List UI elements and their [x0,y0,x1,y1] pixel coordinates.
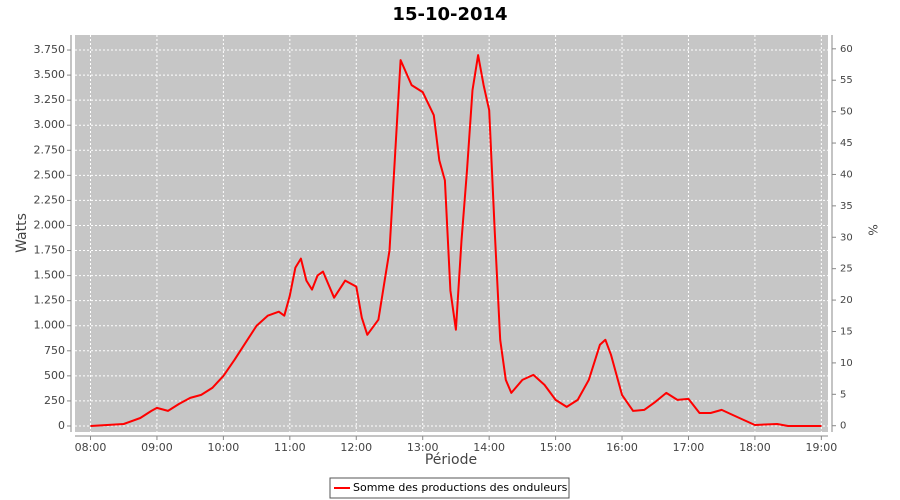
legend: Somme des productions des onduleurs [329,477,570,499]
x-tick-label: 19:00 [806,441,838,454]
y2-tick-label: 50 [840,107,853,118]
x-tick-label: 17:00 [673,441,705,454]
y-tick-label: 1.000 [34,319,66,332]
y2-axis-label: % [866,224,880,235]
y2-tick-label: 20 [840,295,853,306]
y2-tick-label: 10 [840,358,853,369]
legend-label: Somme des productions des onduleurs [353,481,568,494]
y-tick-label: 500 [44,369,65,382]
y2-tick-label: 15 [840,326,853,337]
y2-tick-label: 55 [840,75,853,86]
y2-tick-label: 30 [840,232,853,243]
y-tick-label: 2.000 [34,218,66,231]
y-tick-label: 1.250 [34,294,66,307]
x-tick-label: 12:00 [340,441,372,454]
y-axis-label: Watts [14,213,30,253]
x-tick-label: 16:00 [606,441,638,454]
y-tick-label: 0 [58,419,65,432]
y-tick-label: 3.750 [34,43,66,56]
y-tick-label: 3.250 [34,93,66,106]
legend-box [329,477,570,499]
y-tick-label: 2.500 [34,168,66,181]
y-tick-label: 2.250 [34,193,66,206]
plot-area [75,35,828,432]
y-tick-label: 1.750 [34,244,66,257]
x-tick-label: 10:00 [208,441,240,454]
y-tick-label: 3.500 [34,68,66,81]
y2-tick-label: 25 [840,264,853,275]
x-tick-label: 08:00 [75,441,107,454]
x-tick-label: 15:00 [540,441,572,454]
y2-tick-label: 40 [840,169,853,180]
x-tick-label: 13:00 [407,441,439,454]
x-tick-label: 11:00 [274,441,306,454]
y2-tick-label: 5 [840,389,846,400]
y-tick-label: 2.750 [34,143,66,156]
x-tick-label: 14:00 [473,441,505,454]
y-tick-label: 1.500 [34,269,66,282]
y2-tick-label: 45 [840,138,853,149]
chart-title: 15-10-2014 [392,4,507,25]
y2-tick-label: 0 [840,421,846,432]
x-axis-label: Période [425,452,477,468]
x-tick-label: 18:00 [739,441,771,454]
y-tick-label: 3.000 [34,118,66,131]
y-tick-label: 750 [44,344,65,357]
y2-tick-label: 35 [840,201,853,212]
x-tick-label: 09:00 [141,441,173,454]
y-tick-label: 250 [44,394,65,407]
y2-tick-label: 60 [840,44,853,55]
data-line [90,54,822,427]
